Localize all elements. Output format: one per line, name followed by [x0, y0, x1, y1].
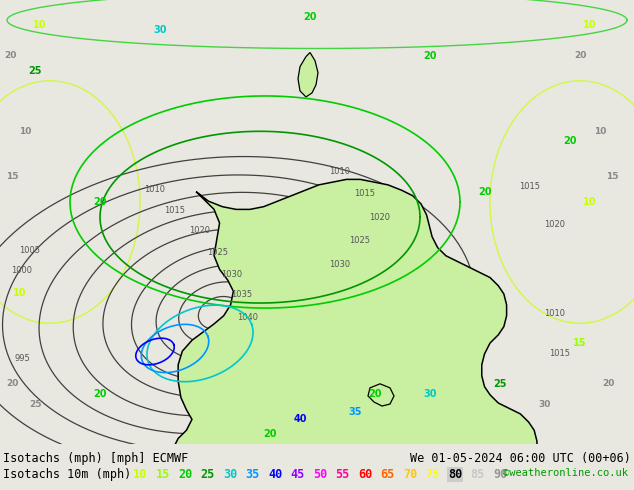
- Text: 15: 15: [6, 172, 18, 181]
- Text: 15: 15: [155, 468, 170, 481]
- Text: 1020: 1020: [545, 220, 566, 229]
- Text: 65: 65: [380, 468, 395, 481]
- Text: 35: 35: [245, 468, 260, 481]
- Text: 20: 20: [574, 51, 586, 60]
- Text: 10: 10: [13, 288, 27, 298]
- Text: 45: 45: [290, 468, 305, 481]
- Text: 20: 20: [4, 51, 16, 60]
- Text: 995: 995: [14, 354, 30, 363]
- Text: 20: 20: [93, 197, 107, 207]
- Text: Isotachs 10m (mph): Isotachs 10m (mph): [3, 468, 131, 481]
- Text: 10: 10: [594, 127, 606, 136]
- Text: 1000: 1000: [11, 266, 32, 275]
- Text: 20: 20: [424, 50, 437, 61]
- Text: 20: 20: [93, 389, 107, 399]
- Polygon shape: [298, 52, 318, 97]
- Text: 1015: 1015: [164, 206, 186, 215]
- Text: 25: 25: [29, 66, 42, 75]
- Text: 1015: 1015: [550, 349, 571, 358]
- Text: 20: 20: [263, 429, 277, 440]
- Text: 50: 50: [313, 468, 327, 481]
- Text: 1005: 1005: [20, 246, 41, 255]
- Text: 75: 75: [425, 468, 440, 481]
- Text: 20: 20: [563, 136, 577, 147]
- Text: 30: 30: [153, 25, 167, 35]
- Text: 10: 10: [133, 468, 147, 481]
- Text: 10: 10: [33, 20, 47, 30]
- Text: 1025: 1025: [349, 236, 370, 245]
- Text: 1025: 1025: [207, 248, 228, 257]
- Text: ©weatheronline.co.uk: ©weatheronline.co.uk: [503, 468, 628, 478]
- Text: 1035: 1035: [231, 291, 252, 299]
- Text: 20: 20: [478, 187, 492, 197]
- Text: 10: 10: [583, 197, 597, 207]
- Text: 90: 90: [493, 468, 507, 481]
- Text: 70: 70: [403, 468, 417, 481]
- Text: 1010: 1010: [330, 167, 351, 176]
- Text: 15: 15: [605, 172, 618, 181]
- Text: 25: 25: [200, 468, 215, 481]
- Text: 80: 80: [448, 468, 462, 481]
- Text: 55: 55: [335, 468, 350, 481]
- Text: 25: 25: [493, 379, 507, 389]
- Text: 40: 40: [268, 468, 282, 481]
- Text: 1040: 1040: [238, 313, 259, 321]
- Text: 1020: 1020: [190, 226, 210, 235]
- Text: 10: 10: [583, 20, 597, 30]
- Text: 30: 30: [424, 389, 437, 399]
- Text: 35: 35: [348, 407, 362, 417]
- Text: 20: 20: [602, 379, 614, 389]
- Text: 1015: 1015: [354, 190, 375, 198]
- Text: 60: 60: [358, 468, 372, 481]
- Text: 40: 40: [294, 414, 307, 424]
- Text: 85: 85: [470, 468, 485, 481]
- Text: 1020: 1020: [370, 213, 391, 221]
- Text: 1010: 1010: [145, 185, 165, 195]
- Text: 10: 10: [19, 127, 31, 136]
- Text: 30: 30: [539, 399, 551, 409]
- Text: 1015: 1015: [519, 182, 541, 192]
- Text: 20: 20: [6, 379, 18, 389]
- Polygon shape: [368, 384, 394, 406]
- Text: 30: 30: [223, 468, 237, 481]
- Text: 20: 20: [178, 468, 192, 481]
- Text: Isotachs (mph) [mph] ECMWF: Isotachs (mph) [mph] ECMWF: [3, 452, 188, 466]
- Text: We 01-05-2024 06:00 UTC (00+06): We 01-05-2024 06:00 UTC (00+06): [410, 452, 631, 466]
- Text: 25: 25: [29, 399, 41, 409]
- Text: 1030: 1030: [221, 270, 243, 279]
- Text: 1030: 1030: [330, 260, 351, 269]
- Text: 1010: 1010: [545, 309, 566, 318]
- Text: 20: 20: [303, 12, 317, 22]
- Text: 15: 15: [573, 339, 586, 348]
- Text: 20: 20: [368, 389, 382, 399]
- Polygon shape: [170, 179, 537, 490]
